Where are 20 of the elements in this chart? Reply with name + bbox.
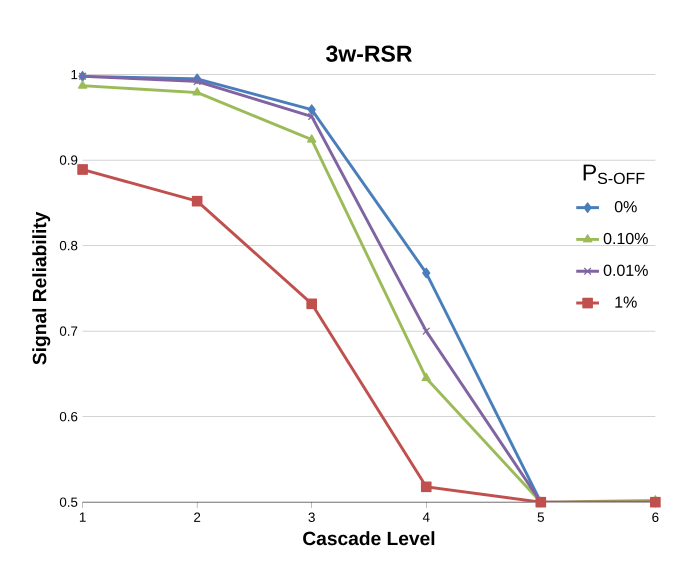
legend-label: 0% [614,201,637,212]
chart-title: 3w-RSR [326,46,412,62]
y-tick-label: 1 [71,70,78,80]
x-tick-label: 5 [538,512,544,522]
y-axis-title: Signal Reliability [32,212,50,365]
y-tick-label: 0.9 [60,155,78,165]
x-tick-label: 2 [194,512,200,522]
legend-label: 1% [615,296,637,308]
y-tick-label: 0.6 [60,412,78,422]
y-tick-label: 0.5 [60,498,78,507]
y-tick-label: 0.8 [60,241,78,250]
x-tick-label: 4 [422,512,430,522]
x-tick-label: 6 [652,512,658,522]
legend-label: 0.01% [604,264,648,276]
x-tick-label: 3 [308,512,315,522]
y-tick-label: 0.7 [60,326,78,336]
x-axis-title: Cascade Level [303,531,434,546]
x-tick-label: 1 [80,512,86,522]
legend-label: 0.10% [604,232,648,244]
legend-title: P$_{S-OFF}$ [584,164,644,184]
